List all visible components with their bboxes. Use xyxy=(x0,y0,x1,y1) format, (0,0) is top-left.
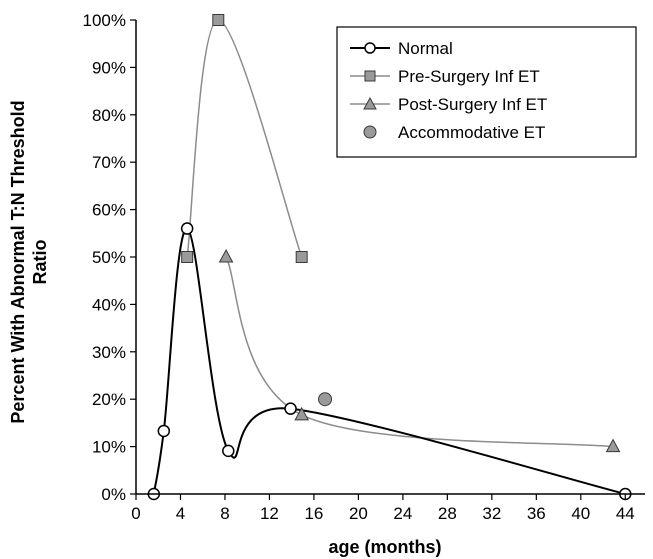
x-tick-label: 36 xyxy=(527,504,546,523)
y-axis-title-line-1: Percent With Abnormal T:N Threshold xyxy=(8,100,28,423)
y-tick-label: 90% xyxy=(92,58,126,77)
legend-item-accommodative: Accommodative ET xyxy=(363,123,545,142)
x-tick-label: 16 xyxy=(304,504,323,523)
x-axis-title: age (months) xyxy=(328,537,441,557)
series-line-1 xyxy=(186,19,303,258)
legend-item-normal: Normal xyxy=(350,39,453,58)
x-tick-label: 24 xyxy=(393,504,412,523)
legend-label: Accommodative ET xyxy=(398,123,545,142)
y-axis-title: Percent With Abnormal T:N Threshold Rati… xyxy=(8,100,50,423)
y-tick-label: 100% xyxy=(83,11,126,30)
legend-marker-square xyxy=(364,70,376,82)
y-tick-label: 50% xyxy=(92,248,126,267)
legend-label: Pre-Surgery Inf ET xyxy=(398,67,540,86)
x-tick-label: 20 xyxy=(349,504,368,523)
legend-label: Post-Surgery Inf ET xyxy=(398,95,547,114)
ticks: 0% 10% 20% 30% 40% 50% 60% 70% 80% 90% 100% 0 4 8 12 16… xyxy=(83,11,635,523)
y-tick-label: 0% xyxy=(101,485,126,504)
legend-marker-triangle xyxy=(363,96,377,110)
x-tick-label: 12 xyxy=(260,504,279,523)
data-point-square xyxy=(212,14,225,26)
y-tick-label: 30% xyxy=(92,343,126,362)
data-point-triangle xyxy=(294,406,310,421)
series-line-2 xyxy=(225,256,614,448)
legend-item-post-surgery: Post-Surgery Inf ET xyxy=(350,95,547,114)
y-tick-label: 80% xyxy=(92,106,126,125)
y-tick-label: 70% xyxy=(92,153,126,172)
data-point-circle-open xyxy=(222,444,235,458)
data-point-circle-open xyxy=(180,222,194,235)
y-tick-label: 40% xyxy=(92,295,126,314)
legend-item-pre-surgery: Pre-Surgery Inf ET xyxy=(350,67,540,86)
x-tick-label: 28 xyxy=(438,504,457,523)
y-tick-label: 20% xyxy=(92,390,126,409)
x-tick-label: 4 xyxy=(176,504,185,523)
data-point-triangle xyxy=(218,248,234,263)
x-tick-label: 32 xyxy=(482,504,501,523)
data-point-triangle xyxy=(605,438,621,453)
x-tick-label: 40 xyxy=(571,504,590,523)
legend-marker-circle-open xyxy=(364,42,376,54)
data-point-circle-open xyxy=(284,402,297,415)
data-point-circle-open xyxy=(157,424,171,438)
data-point-circle xyxy=(318,392,333,407)
data-point-square xyxy=(181,251,194,263)
y-tick-label: 60% xyxy=(92,201,126,220)
x-tick-label: 0 xyxy=(131,504,140,523)
legend: Normal Pre-Surgery Inf ET Post-Surgery I… xyxy=(336,26,637,158)
legend-marker-circle xyxy=(363,125,377,139)
x-tick-label: 44 xyxy=(616,504,635,523)
series-line-0 xyxy=(152,227,626,495)
y-tick-label: 10% xyxy=(92,438,126,457)
data-point-square xyxy=(295,251,308,263)
x-tick-label: 8 xyxy=(220,504,229,523)
legend-label: Normal xyxy=(398,39,453,58)
plot-markers xyxy=(147,14,632,501)
y-axis-title-line-2: Ratio xyxy=(30,239,50,284)
